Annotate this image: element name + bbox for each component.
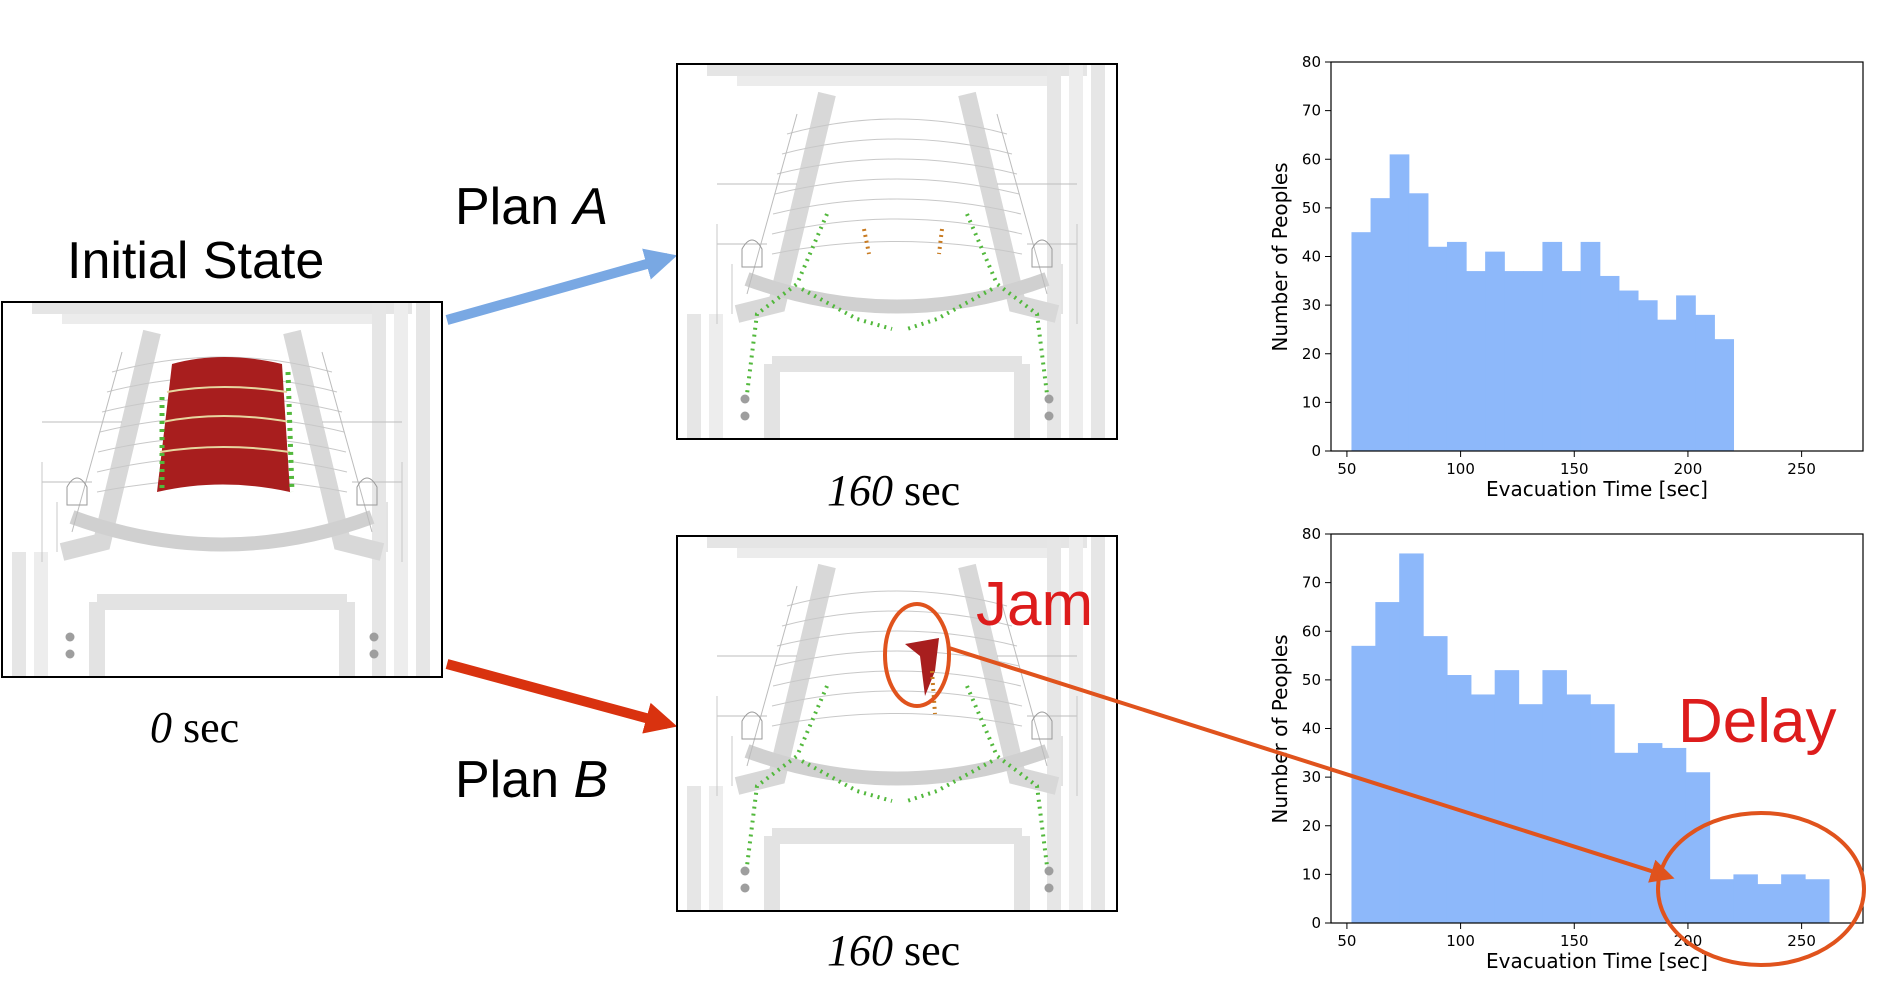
histogram-bar	[1399, 553, 1424, 923]
time-initial: 0 sec	[150, 703, 239, 752]
x-tick-label: 50	[1337, 460, 1356, 478]
histogram-plan-b-bars	[1351, 553, 1830, 923]
y-tick-label: 30	[1302, 768, 1321, 786]
y-tick-label: 10	[1302, 865, 1321, 883]
histogram-bar	[1370, 198, 1391, 451]
x-tick-label: 100	[1446, 460, 1475, 478]
histogram-plan-b-ylabel: Number of Peoples	[1268, 634, 1292, 823]
y-tick-label: 0	[1311, 442, 1321, 460]
histogram-bar	[1561, 271, 1582, 451]
plan-a-floorplan	[677, 64, 1117, 439]
histogram-bar	[1494, 670, 1520, 923]
histogram-bar	[1661, 747, 1687, 923]
jam-circle	[883, 602, 951, 708]
y-tick-label: 30	[1302, 296, 1321, 314]
delay-label: Delay	[1678, 687, 1837, 756]
histogram-bar	[1470, 694, 1496, 923]
histogram-plan-a-bars	[1351, 154, 1735, 451]
histogram-bar	[1685, 772, 1711, 923]
x-tick-label: 250	[1787, 932, 1816, 950]
histogram-bar	[1714, 339, 1735, 451]
histogram-plan-a-ticks: 50 100 150 200 250 0 10 20 30 40 50 60 70 80	[1302, 53, 1816, 478]
jam-crowd	[905, 638, 939, 696]
histogram-bar	[1805, 879, 1830, 923]
histogram-bar	[1408, 193, 1429, 451]
histogram-plan-b-xlabel: Evacuation Time [sec]	[1486, 949, 1708, 973]
time-plan-b: 160 sec	[827, 926, 960, 975]
histogram-bar	[1781, 874, 1806, 923]
histogram-plan-b-frame	[1330, 533, 1864, 924]
histogram-plan-a-frame	[1330, 61, 1864, 452]
histogram-bar	[1657, 319, 1677, 451]
histogram-bar	[1757, 884, 1782, 923]
histogram-plan-a: 50 100 150 200 250 0 10 20 30 40 50 60 70 80 Evacuati…	[1268, 53, 1864, 501]
y-tick-label: 20	[1302, 817, 1321, 835]
initial-state-title: Initial State	[67, 232, 324, 290]
y-tick-label: 20	[1302, 345, 1321, 363]
y-tick-label: 40	[1302, 720, 1321, 738]
histogram-bar	[1518, 704, 1544, 923]
jam-to-delay-arrow	[948, 646, 1675, 883]
x-tick-label: 250	[1787, 460, 1816, 478]
y-tick-label: 70	[1302, 102, 1321, 120]
x-tick-label: 150	[1560, 460, 1589, 478]
x-tick-label: 150	[1560, 932, 1589, 950]
histogram-bar	[1446, 675, 1472, 923]
histogram-bar	[1580, 241, 1601, 451]
histogram-bar	[1466, 271, 1486, 451]
histogram-bar	[1375, 602, 1400, 923]
histogram-bar	[1351, 232, 1372, 451]
y-tick-label: 80	[1302, 525, 1321, 543]
histogram-bar	[1389, 154, 1410, 451]
histogram-bar	[1423, 636, 1448, 923]
histogram-bar	[1614, 752, 1639, 923]
plan-a-label: Plan A	[455, 178, 608, 236]
histogram-bar	[1566, 694, 1591, 923]
y-tick-label: 0	[1311, 914, 1321, 932]
histogram-bar	[1523, 271, 1544, 451]
histogram-bar	[1504, 271, 1524, 451]
arrow-to-plan-a	[445, 248, 678, 325]
y-tick-label: 50	[1302, 671, 1321, 689]
y-tick-label: 40	[1302, 248, 1321, 266]
histogram-bar	[1446, 241, 1467, 451]
histogram-bar	[1427, 246, 1448, 451]
histogram-plan-a-xlabel: Evacuation Time [sec]	[1486, 477, 1708, 501]
histogram-bar	[1637, 300, 1658, 451]
y-tick-label: 70	[1302, 574, 1321, 592]
y-tick-label: 60	[1302, 622, 1321, 640]
histogram-bar	[1542, 241, 1563, 451]
histogram-bar	[1676, 295, 1696, 451]
crowd-initial	[157, 357, 295, 493]
histogram-bar	[1695, 314, 1715, 451]
histogram-bar	[1590, 704, 1615, 923]
y-tick-label: 10	[1302, 393, 1321, 411]
x-tick-label: 100	[1446, 932, 1475, 950]
initial-state-floorplan	[2, 302, 442, 677]
arrow-to-plan-b	[445, 659, 678, 734]
delay-circle	[1656, 811, 1866, 967]
y-tick-label: 60	[1302, 150, 1321, 168]
histogram-bar	[1542, 670, 1567, 923]
histogram-bar	[1733, 874, 1758, 923]
y-tick-label: 50	[1302, 199, 1321, 217]
histogram-bar	[1599, 275, 1620, 451]
plan-b-floorplan	[677, 536, 1117, 911]
histogram-plan-a-ylabel: Number of Peoples	[1268, 162, 1292, 351]
y-tick-label: 80	[1302, 53, 1321, 71]
histogram-bar	[1485, 251, 1505, 451]
x-tick-label: 50	[1337, 932, 1356, 950]
histogram-bar	[1351, 645, 1376, 923]
jam-label: Jam	[976, 570, 1093, 639]
histogram-bar	[1618, 290, 1639, 451]
time-plan-a: 160 sec	[827, 466, 960, 515]
plan-b-label: Plan B	[455, 751, 608, 809]
histogram-bar	[1709, 879, 1735, 923]
x-tick-label: 200	[1674, 460, 1703, 478]
